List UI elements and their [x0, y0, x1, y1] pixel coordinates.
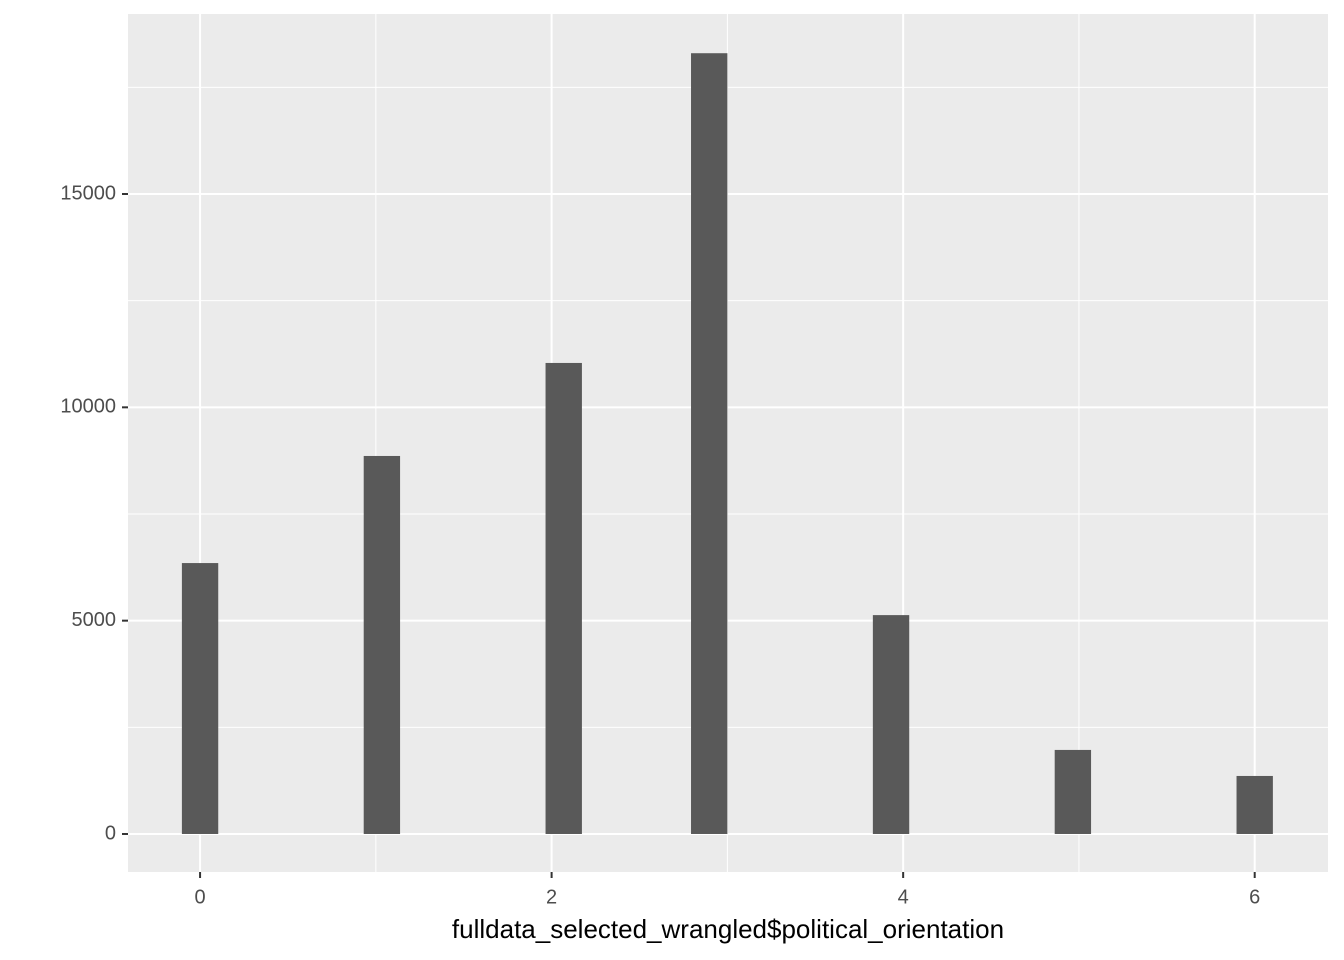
bar: [1236, 775, 1273, 834]
bar: [691, 53, 728, 834]
bar: [545, 362, 582, 834]
bar: [872, 615, 910, 834]
bar: [181, 563, 219, 834]
y-tick-label: 15000: [60, 182, 116, 204]
x-tick-label: 6: [1249, 886, 1260, 908]
y-tick-label: 5000: [72, 609, 117, 631]
x-tick-label: 4: [898, 886, 909, 908]
x-tick-label: 2: [546, 886, 557, 908]
bar: [363, 455, 401, 834]
y-tick-label: 10000: [60, 396, 116, 418]
panel: [128, 14, 1328, 872]
bar: [1054, 749, 1092, 834]
y-tick-label: 0: [105, 822, 116, 844]
x-axis-title: fulldata_selected_wrangled$political_ori…: [452, 914, 1004, 944]
x-tick-label: 0: [195, 886, 206, 908]
